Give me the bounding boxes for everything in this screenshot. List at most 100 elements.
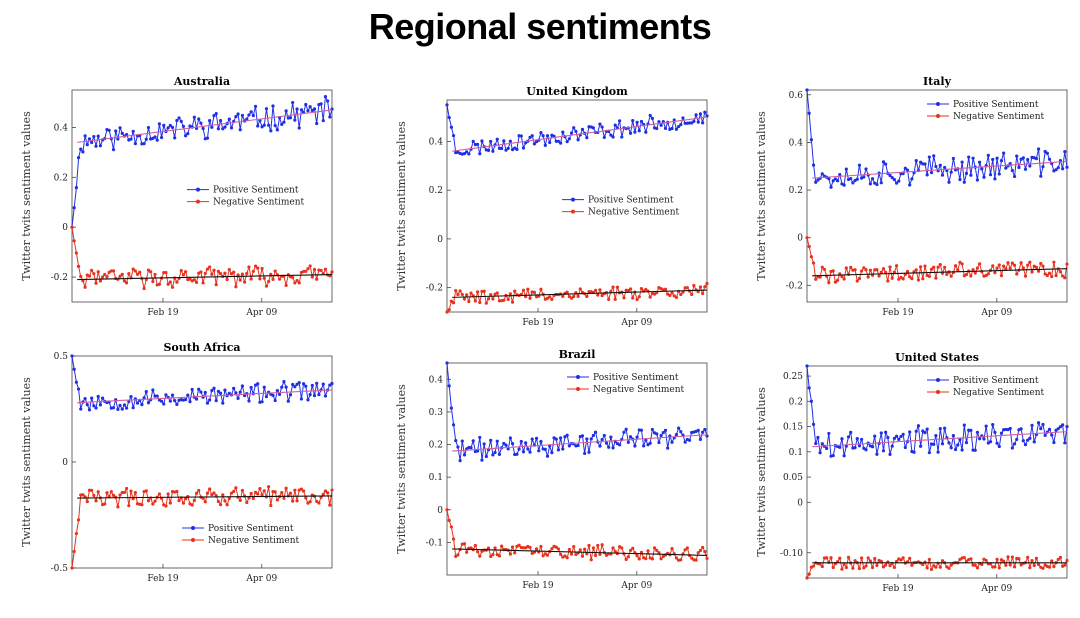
data-point-positive-sentiment xyxy=(633,444,637,448)
data-point-negative-sentiment xyxy=(116,505,120,509)
data-point-positive-sentiment xyxy=(940,173,945,177)
data-point-negative-sentiment xyxy=(644,557,648,561)
x-tick-label: Feb 19 xyxy=(147,574,178,584)
data-point-negative-sentiment xyxy=(291,275,295,280)
data-point-negative-sentiment xyxy=(857,276,862,281)
data-point-positive-sentiment xyxy=(1050,433,1054,437)
data-point-negative-sentiment xyxy=(1063,276,1067,280)
y-tick-label: 0 xyxy=(797,498,803,508)
data-point-positive-sentiment xyxy=(153,135,157,139)
data-point-positive-sentiment xyxy=(212,114,216,118)
data-point-negative-sentiment xyxy=(291,499,295,503)
data-point-positive-sentiment xyxy=(462,453,467,457)
data-point-negative-sentiment xyxy=(925,566,929,570)
data-point-positive-sentiment xyxy=(644,130,648,134)
data-point-negative-sentiment xyxy=(94,499,98,503)
data-point-positive-sentiment xyxy=(277,392,282,396)
legend-marker xyxy=(576,387,580,391)
data-point-positive-sentiment xyxy=(602,433,606,438)
data-point-positive-sentiment xyxy=(240,384,245,388)
data-point-negative-sentiment xyxy=(249,491,253,496)
legend-marker xyxy=(196,199,200,204)
chart-svg: Australia Twitter twits sentiment values -… xyxy=(20,75,334,318)
data-point-negative-sentiment xyxy=(670,291,674,295)
data-point-positive-sentiment xyxy=(925,173,929,177)
data-point-positive-sentiment xyxy=(628,131,633,135)
data-point-negative-sentiment xyxy=(260,266,264,271)
data-point-negative-sentiment xyxy=(1028,566,1032,570)
data-point-negative-sentiment xyxy=(679,558,683,562)
data-point-negative-sentiment xyxy=(330,270,334,274)
data-point-positive-sentiment xyxy=(1063,441,1067,445)
data-point-positive-sentiment xyxy=(805,88,809,92)
data-point-negative-sentiment xyxy=(1034,265,1039,269)
data-point-negative-sentiment xyxy=(934,276,938,280)
data-point-negative-sentiment xyxy=(216,499,220,504)
data-point-negative-sentiment xyxy=(943,265,947,269)
data-point-negative-sentiment xyxy=(310,275,314,279)
data-point-positive-sentiment xyxy=(814,180,818,184)
data-point-positive-sentiment xyxy=(159,135,164,140)
data-point-negative-sentiment xyxy=(835,278,840,282)
data-point-positive-sentiment xyxy=(234,391,238,395)
data-point-negative-sentiment xyxy=(1058,270,1063,274)
data-point-positive-sentiment xyxy=(199,121,203,125)
data-point-positive-sentiment xyxy=(986,153,990,157)
data-point-positive-sentiment xyxy=(556,448,561,452)
data-point-positive-sentiment xyxy=(598,444,602,448)
data-point-positive-sentiment xyxy=(912,450,916,454)
data-point-positive-sentiment xyxy=(164,393,168,397)
data-point-negative-sentiment xyxy=(945,272,949,277)
data-point-positive-sentiment xyxy=(554,437,558,441)
data-point-positive-sentiment xyxy=(471,139,475,143)
data-point-positive-sentiment xyxy=(655,432,659,436)
data-point-positive-sentiment xyxy=(1021,439,1025,443)
data-point-positive-sentiment xyxy=(282,380,286,384)
legend-marker xyxy=(576,375,580,379)
data-point-negative-sentiment xyxy=(72,239,76,243)
data-point-positive-sentiment xyxy=(271,104,275,108)
data-point-positive-sentiment xyxy=(995,441,999,445)
data-point-positive-sentiment xyxy=(1065,165,1069,169)
data-point-negative-sentiment xyxy=(122,490,127,495)
data-point-negative-sentiment xyxy=(105,491,109,495)
data-point-positive-sentiment xyxy=(249,385,253,390)
data-point-positive-sentiment xyxy=(914,429,918,433)
data-point-positive-sentiment xyxy=(312,394,317,398)
data-point-negative-sentiment xyxy=(962,555,966,560)
data-point-positive-sentiment xyxy=(221,127,225,131)
data-point-positive-sentiment xyxy=(567,444,571,448)
data-point-positive-sentiment xyxy=(585,136,589,140)
data-point-negative-sentiment xyxy=(825,556,829,560)
data-point-positive-sentiment xyxy=(223,388,227,392)
data-point-positive-sentiment xyxy=(842,183,846,187)
data-point-positive-sentiment xyxy=(312,107,317,111)
data-point-positive-sentiment xyxy=(179,119,183,123)
data-point-negative-sentiment xyxy=(964,272,969,277)
data-point-negative-sentiment xyxy=(923,264,927,268)
data-point-positive-sentiment xyxy=(609,133,613,137)
data-point-negative-sentiment xyxy=(875,563,879,568)
data-point-positive-sentiment xyxy=(508,436,512,440)
data-point-negative-sentiment xyxy=(138,270,142,274)
legend-marker xyxy=(191,538,195,542)
data-point-negative-sentiment xyxy=(569,296,574,300)
data-point-negative-sentiment xyxy=(811,261,816,265)
data-point-positive-sentiment xyxy=(114,129,118,133)
data-point-negative-sentiment xyxy=(1017,557,1021,561)
data-point-positive-sentiment xyxy=(591,433,595,438)
x-tick-label: Apr 09 xyxy=(980,308,1012,318)
y-tick-label: -0.2 xyxy=(51,273,68,283)
data-point-negative-sentiment xyxy=(312,267,317,272)
data-point-positive-sentiment xyxy=(1021,156,1025,160)
data-point-negative-sentiment xyxy=(670,546,674,551)
data-point-positive-sentiment xyxy=(875,452,879,456)
data-point-positive-sentiment xyxy=(901,432,905,436)
trend-line-negative-sentiment xyxy=(77,495,333,499)
data-point-negative-sentiment xyxy=(947,566,951,570)
data-point-negative-sentiment xyxy=(814,277,818,281)
data-point-negative-sentiment xyxy=(293,281,297,285)
data-point-negative-sentiment xyxy=(521,288,526,292)
data-point-negative-sentiment xyxy=(550,547,554,551)
data-point-positive-sentiment xyxy=(820,172,824,176)
